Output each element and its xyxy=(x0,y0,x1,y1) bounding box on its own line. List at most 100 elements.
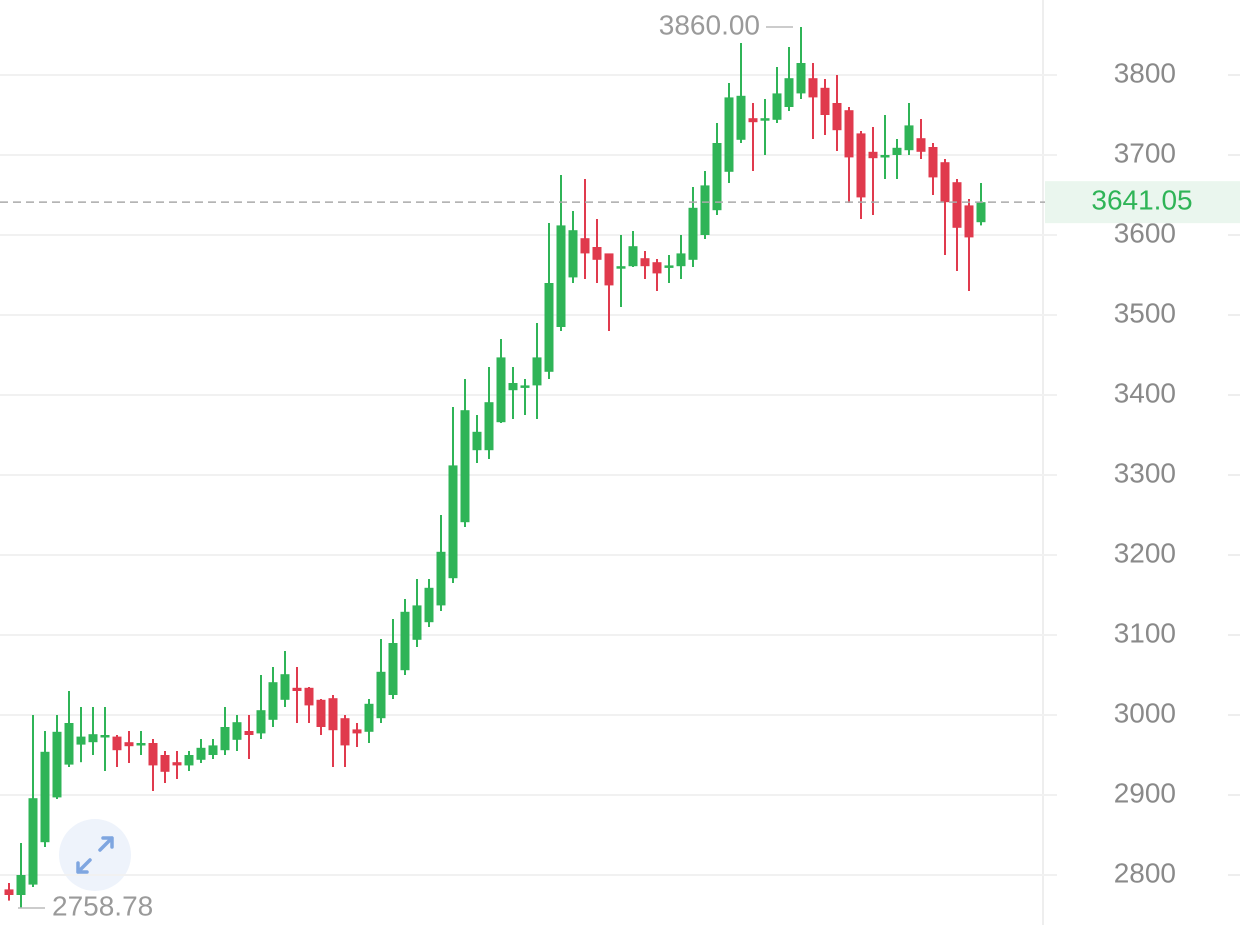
min-marker-label: 2758.78 xyxy=(52,890,153,921)
candle-body xyxy=(496,357,506,423)
candle-body xyxy=(784,78,794,107)
candle-body xyxy=(724,97,734,172)
candle xyxy=(568,211,578,283)
y-tick-label: 2900 xyxy=(1114,777,1176,808)
candle-body xyxy=(556,225,566,327)
candle xyxy=(76,707,86,763)
candle-body xyxy=(892,147,902,155)
candle xyxy=(628,231,638,267)
candle-body xyxy=(28,798,38,885)
candle xyxy=(688,187,698,267)
expand-icon[interactable] xyxy=(76,836,114,874)
candle xyxy=(556,175,566,331)
candle-body xyxy=(628,246,638,267)
candle-body xyxy=(328,698,338,731)
candle xyxy=(784,47,794,111)
candle xyxy=(364,699,374,743)
candle-body xyxy=(316,699,326,727)
candle xyxy=(844,107,854,203)
candle xyxy=(964,199,974,291)
candle-body xyxy=(688,207,698,260)
candle-body xyxy=(916,138,926,152)
expand-button[interactable] xyxy=(59,819,131,891)
candle xyxy=(952,179,962,271)
candle-body xyxy=(160,755,170,772)
candle-body xyxy=(364,703,374,732)
candle-body xyxy=(292,687,302,691)
candle xyxy=(340,715,350,767)
candle xyxy=(184,751,194,771)
candle xyxy=(508,367,518,419)
candle xyxy=(520,379,530,415)
candle xyxy=(64,691,74,767)
candle xyxy=(196,739,206,763)
candle-body xyxy=(796,63,806,94)
candle xyxy=(424,579,434,627)
y-tick-label: 3300 xyxy=(1114,457,1176,488)
candle xyxy=(88,707,98,755)
candle-body xyxy=(304,687,314,706)
candle xyxy=(760,99,770,155)
expand-button-bg[interactable] xyxy=(59,819,131,891)
candle xyxy=(484,367,494,459)
candle xyxy=(496,339,506,423)
candle-body xyxy=(820,87,830,115)
candle xyxy=(40,731,50,847)
candle-body xyxy=(76,736,86,745)
candle xyxy=(16,843,26,908)
candle xyxy=(976,183,986,226)
y-tick-label: 3500 xyxy=(1114,297,1176,328)
candle xyxy=(208,739,218,759)
candle-body xyxy=(508,383,518,391)
candle xyxy=(160,751,170,783)
candle-body xyxy=(352,729,362,734)
candle-body xyxy=(580,238,590,254)
candle-body xyxy=(928,147,938,178)
candle-body xyxy=(856,133,866,198)
candle-body xyxy=(712,143,722,211)
last-price-badge xyxy=(1045,181,1240,224)
candle xyxy=(736,43,746,143)
y-tick-label: 3400 xyxy=(1114,377,1176,408)
candle xyxy=(664,255,674,283)
candle-body xyxy=(376,671,386,719)
candle-body xyxy=(772,93,782,120)
candle xyxy=(352,723,362,747)
candle-body xyxy=(16,875,26,895)
candle xyxy=(544,223,554,379)
candle xyxy=(796,27,806,99)
candle xyxy=(808,63,818,139)
candle-body xyxy=(340,718,350,746)
candle-body xyxy=(100,735,110,738)
candle-body xyxy=(52,731,62,798)
candle xyxy=(868,127,878,215)
candle-body xyxy=(976,202,986,223)
candle xyxy=(712,123,722,215)
candle-body xyxy=(436,551,446,606)
candle-body xyxy=(952,182,962,228)
candle xyxy=(220,707,230,755)
max-marker-label: 3860.00 xyxy=(659,9,760,40)
candle xyxy=(748,103,758,171)
candle xyxy=(172,751,182,779)
y-tick-label: 3200 xyxy=(1114,537,1176,568)
candle xyxy=(52,715,62,799)
candle-body xyxy=(40,751,50,843)
candle xyxy=(100,707,110,771)
candle-body xyxy=(460,410,470,523)
candle-body xyxy=(904,125,914,151)
candle xyxy=(772,67,782,123)
candle-body xyxy=(268,682,278,720)
candle-body xyxy=(4,889,14,895)
candle xyxy=(904,103,914,155)
candle xyxy=(652,259,662,291)
candle-body xyxy=(664,265,674,268)
candle xyxy=(940,159,950,255)
candle xyxy=(460,379,470,527)
candle xyxy=(124,731,134,763)
candle xyxy=(880,115,890,179)
candle-body xyxy=(676,253,686,267)
y-tick-label: 3100 xyxy=(1114,617,1176,648)
candle xyxy=(4,883,14,901)
